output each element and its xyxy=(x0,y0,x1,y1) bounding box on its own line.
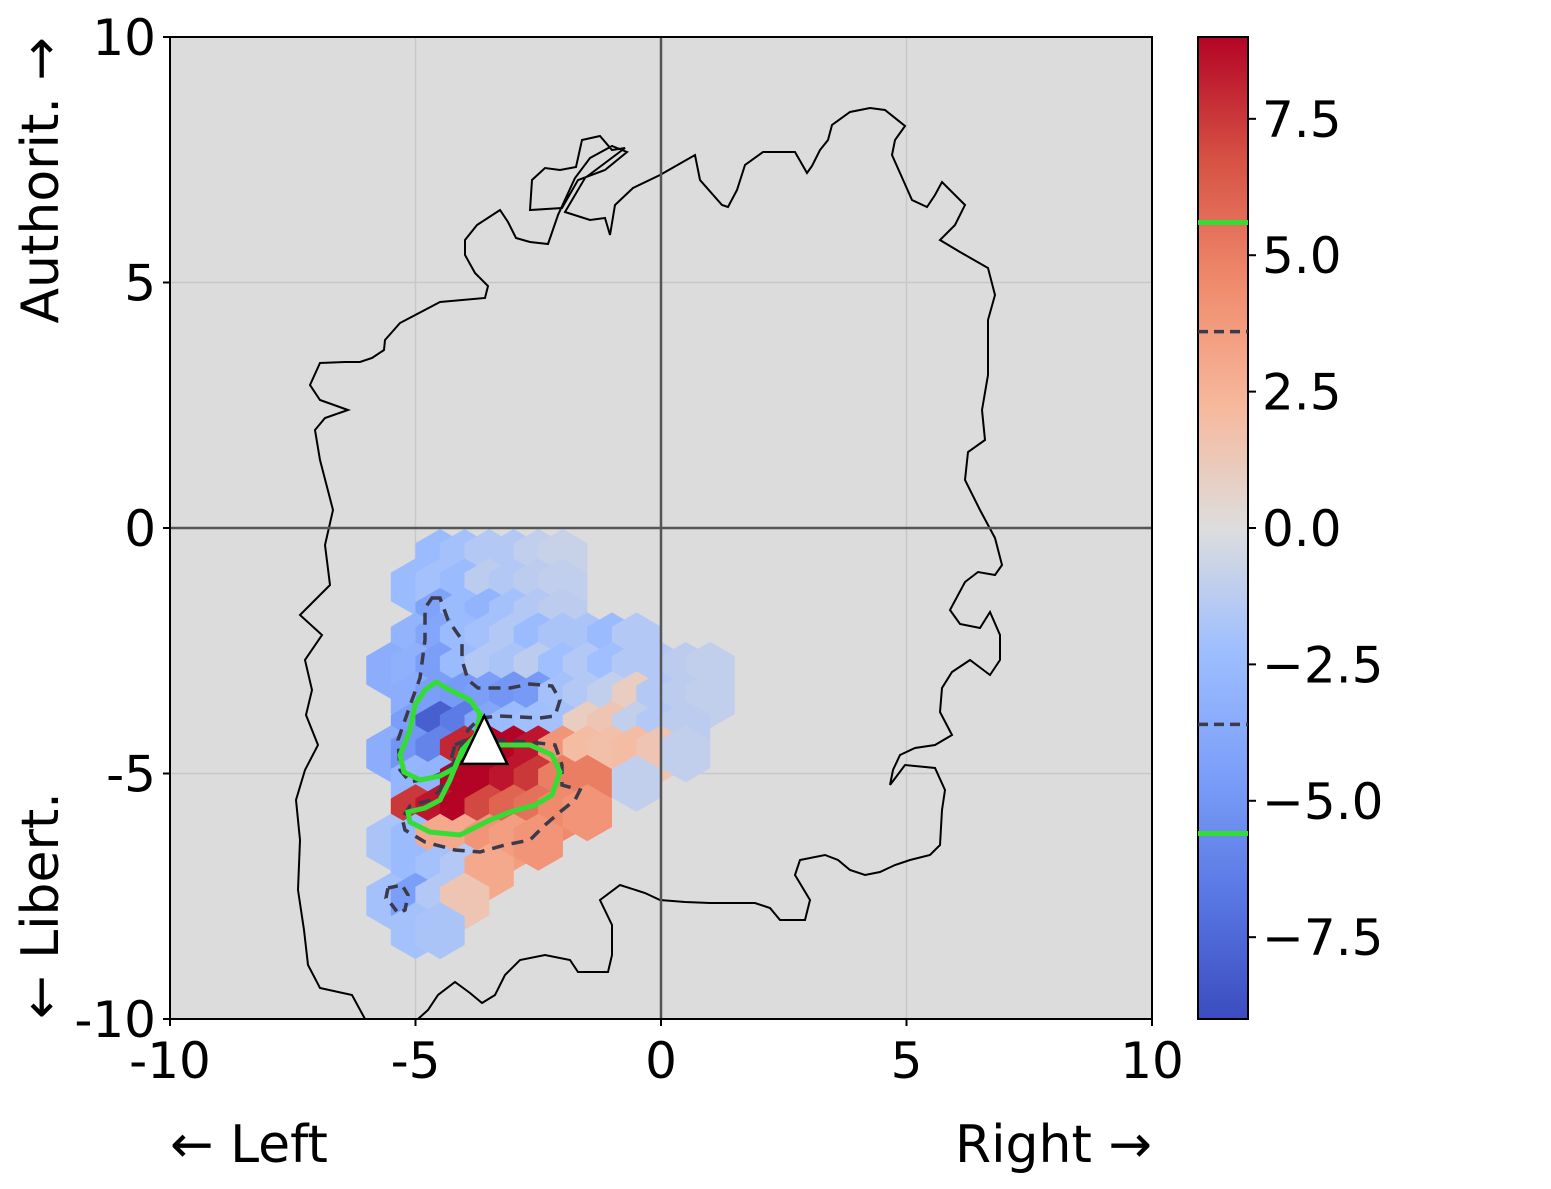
y-tick-label: 0 xyxy=(124,500,156,558)
colorbar-tick-label: −2.5 xyxy=(1262,636,1383,694)
y-tick-label: -10 xyxy=(74,991,156,1049)
x-label-right: Right → xyxy=(955,1115,1152,1175)
hexbin-cell xyxy=(611,754,662,812)
axis-ticks: -10 -5 0 5 10 -10 -5 0 5 10 xyxy=(74,9,1183,1090)
colorbar-tick-label: 2.5 xyxy=(1262,364,1342,422)
hexbin-cell xyxy=(513,813,563,871)
x-tick-label: 0 xyxy=(645,1032,677,1090)
y-tick-label: -5 xyxy=(106,746,156,804)
y-label-top: Authorit. → xyxy=(11,37,71,324)
colorbar-tick-label: −5.0 xyxy=(1262,773,1383,831)
colorbar-tick-label: −7.5 xyxy=(1262,909,1383,967)
colorbar-ticks: −7.5 −5.0 −2.5 0.0 2.5 5.0 7.5 xyxy=(1248,91,1383,967)
contour-dashed-negative xyxy=(396,596,562,784)
x-tick-label: 10 xyxy=(1120,1032,1184,1090)
colorbar-tick-label: 5.0 xyxy=(1262,227,1342,285)
x-tick-label: -10 xyxy=(129,1032,211,1090)
y-label-bottom: ← Libert. xyxy=(11,792,71,1019)
position-marker xyxy=(459,712,510,766)
contour-green-negative xyxy=(397,679,483,783)
x-tick-label: -5 xyxy=(391,1032,441,1090)
x-label-left: ← Left xyxy=(170,1115,328,1175)
colorbar xyxy=(1197,36,1249,1020)
y-tick-label: 10 xyxy=(92,9,156,67)
contour-green-positive xyxy=(405,742,563,838)
colorbar-contour-levels xyxy=(1198,219,1248,837)
x-tick-label: 5 xyxy=(891,1032,923,1090)
y-tick-label: 5 xyxy=(124,255,156,313)
colorbar-tick-label: 7.5 xyxy=(1262,91,1342,149)
colorbar-tick-label: 0.0 xyxy=(1262,500,1342,558)
population-outline xyxy=(294,106,1004,1020)
hexbin-cell xyxy=(660,725,711,783)
hexbin-cell xyxy=(415,902,465,960)
